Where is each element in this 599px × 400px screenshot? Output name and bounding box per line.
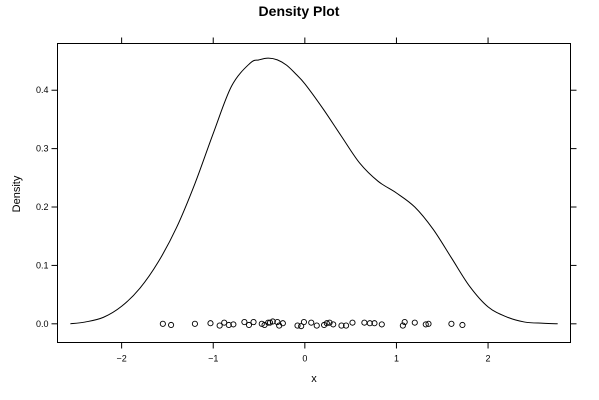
rug-point: [216, 322, 223, 329]
rug-point: [371, 320, 378, 327]
y-tick-label: 0.3: [36, 144, 49, 154]
rug-point: [245, 321, 253, 329]
rug-point: [378, 321, 385, 328]
rug-point: [300, 319, 307, 326]
rug-point: [207, 320, 214, 327]
rug-point: [399, 322, 406, 329]
chart-title: Density Plot: [259, 3, 340, 19]
rug-point: [323, 320, 330, 327]
rug-point: [425, 320, 432, 327]
rug-point: [326, 319, 333, 326]
rug-point: [274, 319, 281, 326]
rug-point: [279, 320, 286, 327]
x-tick-label: 1: [394, 354, 399, 364]
x-tick-label: −1: [208, 354, 218, 364]
density-curve: [70, 57, 558, 325]
plot-frame: [57, 43, 571, 343]
rug-points-layer: [159, 318, 466, 330]
rug-point: [330, 321, 337, 328]
rug-point: [269, 318, 276, 325]
rug-point: [250, 319, 257, 326]
x-tick-label: −2: [116, 354, 126, 364]
rug-point: [241, 319, 248, 326]
y-tick-label: 0.0: [36, 319, 49, 329]
rug-point: [266, 319, 274, 326]
rug-point: [191, 320, 198, 327]
y-axis-label: Density: [11, 175, 23, 212]
y-tick-label: 0.2: [36, 202, 49, 212]
rug-point: [366, 320, 373, 327]
rug-point: [401, 319, 408, 326]
x-axis-label: x: [311, 373, 317, 385]
rug-point: [298, 323, 305, 330]
rug-point: [308, 319, 315, 326]
rug-point: [361, 319, 368, 326]
rug-point: [294, 322, 301, 329]
rug-point: [459, 321, 466, 329]
rug-point: [159, 320, 166, 327]
rug-point: [349, 319, 356, 326]
rug-point: [258, 320, 265, 327]
rug-point: [313, 322, 320, 329]
rug-point: [225, 321, 232, 329]
x-tick-label: 0: [302, 354, 307, 364]
rug-point: [448, 320, 455, 327]
rug-point: [338, 322, 345, 329]
axis-ticks: −2 −1 0 1 2 0.0 0.1 0.2 0.3 0.4: [36, 37, 577, 364]
rug-point: [422, 321, 429, 328]
rug-point: [343, 322, 350, 329]
rug-point: [230, 321, 237, 328]
x-tick-label: 2: [486, 354, 491, 364]
rug-point: [411, 319, 418, 326]
density-curve-layer: [70, 57, 558, 325]
y-tick-label: 0.4: [36, 85, 49, 95]
rug-point: [168, 321, 175, 329]
rug-point: [221, 319, 228, 326]
y-tick-label: 0.1: [36, 260, 49, 270]
